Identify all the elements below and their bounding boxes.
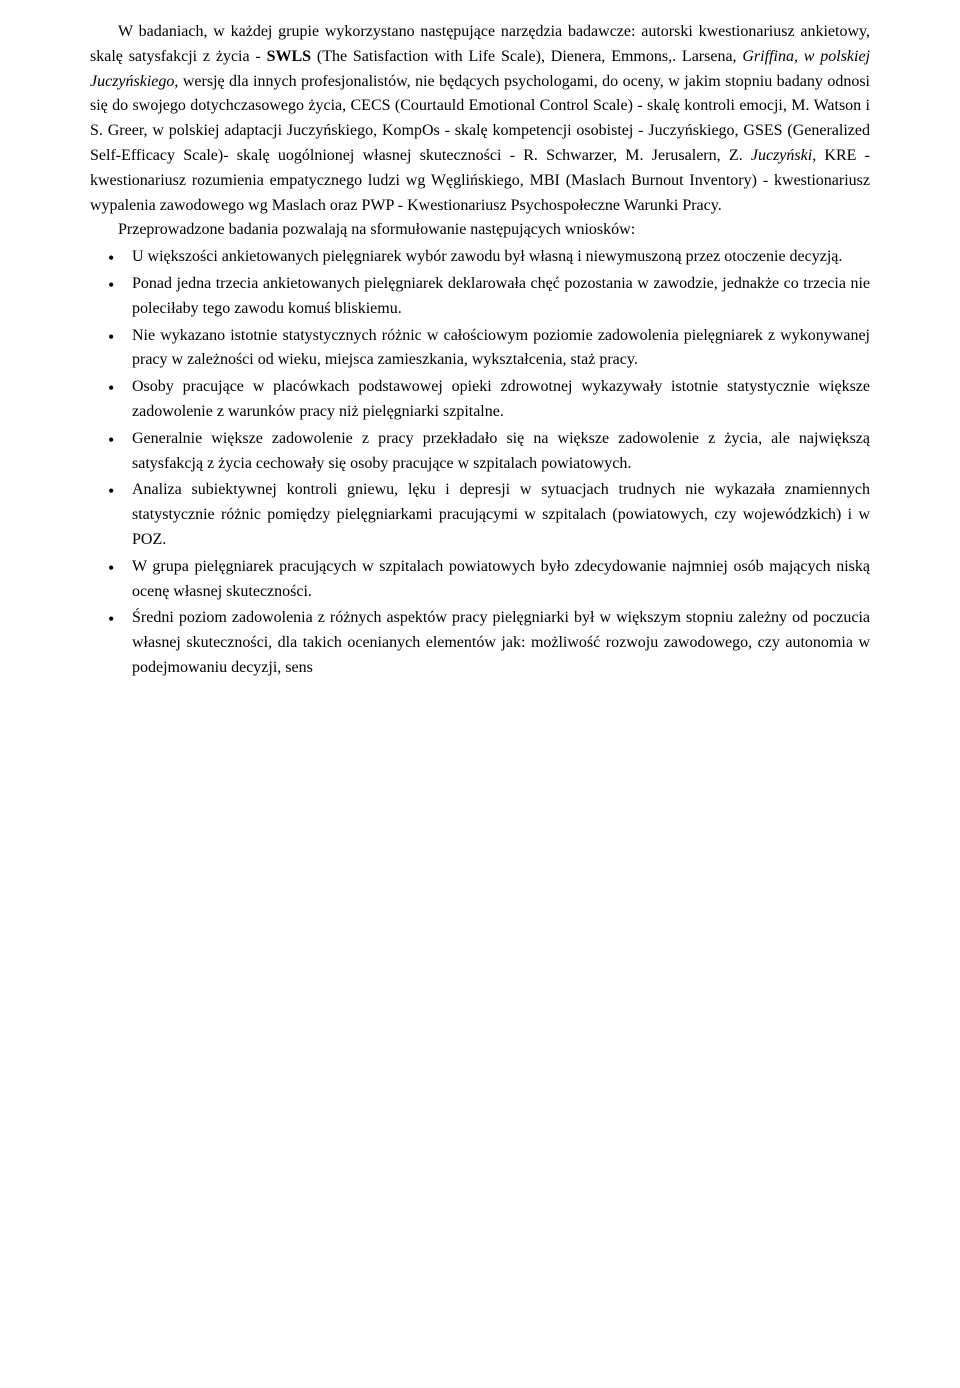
list-item: U większości ankietowanych pielęgniarek …	[90, 245, 870, 270]
text-part-2: (The Satisfaction with Life Scale), Dien…	[311, 48, 742, 65]
list-item: Generalnie większe zadowolenie z pracy p…	[90, 427, 870, 477]
list-item: Nie wykazano istotnie statystycznych róż…	[90, 324, 870, 374]
list-item: Ponad jedna trzecia ankietowanych pielęg…	[90, 272, 870, 322]
intro-conclusions: Przeprowadzone badania pozwalają na sfor…	[90, 218, 870, 243]
italic-phrase-2: Juczyński	[751, 147, 812, 164]
list-item: Średni poziom zadowolenia z różnych aspe…	[90, 606, 870, 680]
list-item: Osoby pracujące w placówkach podstawowej…	[90, 375, 870, 425]
swls-bold: SWLS	[267, 48, 311, 65]
list-item: Analiza subiektywnej kontroli gniewu, lę…	[90, 478, 870, 552]
main-paragraph-1: W badaniach, w każdej grupie wykorzystan…	[90, 20, 870, 218]
conclusions-list: U większości ankietowanych pielęgniarek …	[90, 245, 870, 681]
list-item: W grupa pielęgniarek pracujących w szpit…	[90, 555, 870, 605]
